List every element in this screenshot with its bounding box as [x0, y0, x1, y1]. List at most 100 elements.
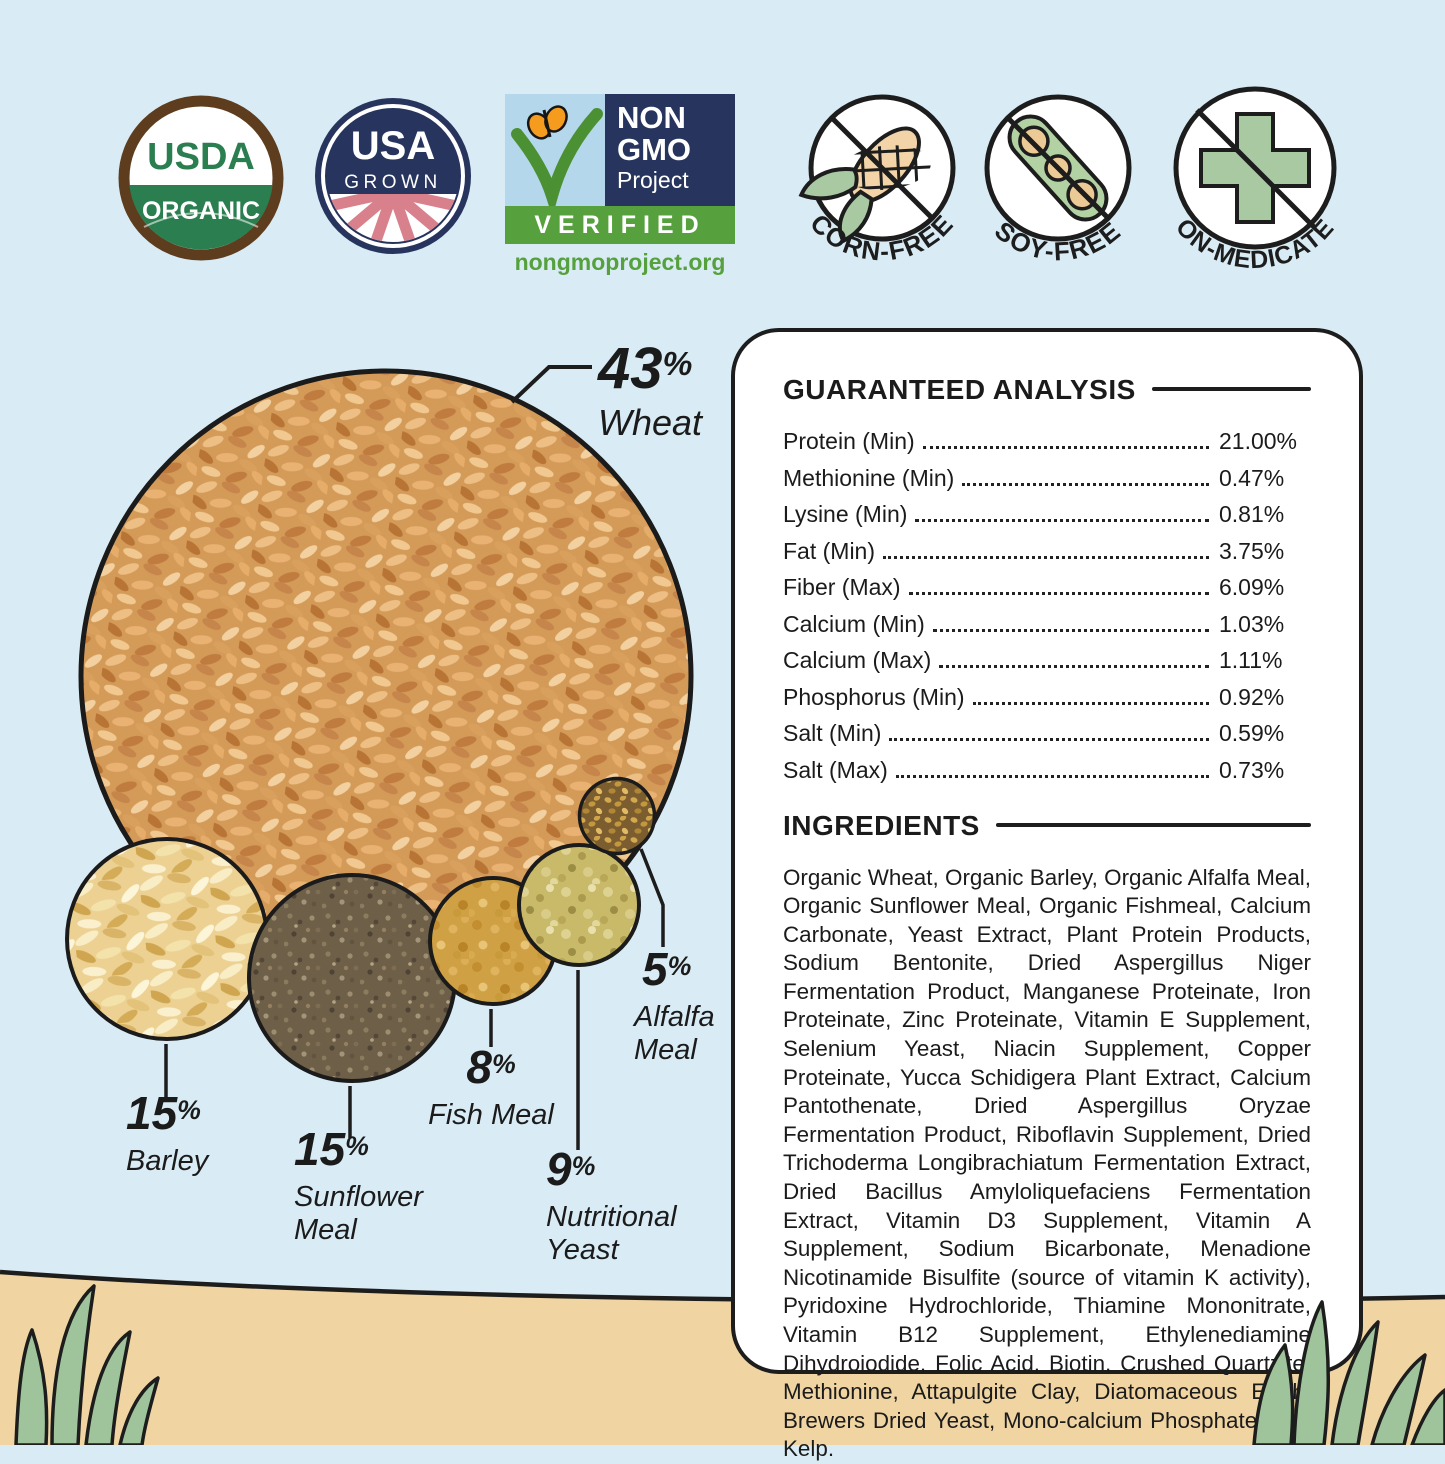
non-text: NON: [617, 100, 686, 135]
percent-symbol: %: [345, 1130, 369, 1161]
soy-pod-icon: [1006, 114, 1110, 222]
dot-leader: [922, 446, 1209, 449]
table-row: Fiber (Max) 6.09%: [783, 574, 1311, 601]
yeast-pct-name: Nutritional Yeast: [546, 1201, 677, 1267]
ingredients-header: INGREDIENTS: [783, 810, 1311, 842]
table-row: Salt (Min) 0.59%: [783, 720, 1311, 747]
project-text: Project: [617, 167, 689, 194]
dot-leader: [889, 738, 1209, 741]
barley-pct-value: 15: [126, 1087, 178, 1139]
guaranteed-analysis-header: GUARANTEED ANALYSIS: [783, 374, 1311, 406]
verified-text: VERIFIED: [505, 206, 735, 244]
corn-icon: [798, 116, 934, 244]
row-value: 3.75%: [1219, 537, 1285, 564]
yeast-pct-value: 9: [546, 1143, 572, 1195]
barley-pct-name: Barley: [126, 1145, 209, 1177]
nutritional-yeast-circle-image: [517, 843, 641, 967]
row-value: 0.59%: [1219, 720, 1285, 746]
usda-text: USDA: [147, 136, 255, 178]
nutrition-panel: GUARANTEED ANALYSIS Protein (Min) 21.00% …: [731, 328, 1363, 1461]
row-value: 0.81%: [1219, 501, 1285, 527]
percent-symbol: %: [177, 1094, 201, 1125]
row-label: Protein (Min): [783, 428, 915, 454]
table-row: Protein (Min) 21.00%: [783, 428, 1311, 455]
fish-meal-percentage-label: 8% Fish Meal: [416, 1044, 566, 1132]
medical-cross-icon: [1195, 108, 1317, 230]
wheat-pct-name: Wheat: [598, 402, 703, 443]
table-row: Methionine (Min) 0.47%: [783, 465, 1311, 492]
dot-leader: [883, 555, 1209, 559]
row-label: Lysine (Min): [783, 501, 908, 527]
row-value: 6.09%: [1219, 574, 1285, 600]
barley-circle-image: [65, 837, 269, 1041]
yeast-percentage-label: 9% Nutritional Yeast: [546, 1146, 696, 1268]
soy-free-badge-icon: SOY-FREE: [984, 94, 1132, 266]
alfalfa-meal-circle-image: [577, 776, 657, 856]
table-row: Lysine (Min) 0.81%: [783, 501, 1311, 528]
alfalfa-percentage-label: 5% Alfalfa Meal: [634, 946, 744, 1068]
header-rule: [995, 822, 1311, 827]
row-label: Phosphorus (Min): [783, 683, 965, 710]
grown-text: GROWN: [344, 172, 441, 193]
usda-organic-badge-icon: USDA ORGANIC: [118, 95, 284, 261]
percent-symbol: %: [667, 950, 692, 981]
guaranteed-analysis-table: Protein (Min) 21.00% Methionine (Min) 0.47…: [783, 428, 1311, 784]
row-label: Fat (Min): [783, 537, 875, 564]
percent-symbol: %: [571, 1150, 596, 1181]
row-value: 1.11%: [1219, 647, 1283, 673]
alfalfa-pct-value: 5: [642, 943, 668, 995]
dot-leader: [939, 665, 1209, 668]
dot-leader: [908, 592, 1209, 595]
slash-icon: [1006, 116, 1110, 220]
wheat-pct-value: 43: [598, 336, 663, 401]
dot-leader: [915, 519, 1209, 522]
sunburst-rays: [329, 194, 457, 243]
sunflower-pct-value: 15: [294, 1123, 346, 1175]
row-label: Calcium (Max): [783, 647, 932, 673]
non-medicated-badge-icon: NON-MEDICATED: [1150, 86, 1339, 274]
non-gmo-project-badge: NON GMO Project VERIFIED nongmoproject.o…: [505, 94, 735, 276]
guaranteed-analysis-title: GUARANTEED ANALYSIS: [783, 374, 1136, 405]
dot-leader: [972, 701, 1209, 705]
usa-text: USA: [351, 124, 435, 168]
row-label: Calcium (Min): [783, 610, 925, 637]
percent-symbol: %: [662, 346, 693, 384]
nongmo-url-text: nongmoproject.org: [514, 249, 726, 275]
dot-leader: [895, 774, 1209, 778]
dot-leader: [962, 482, 1209, 486]
gmo-text: GMO: [617, 131, 692, 167]
wheat-percentage-label: 43% Wheat: [598, 340, 703, 444]
slash-icon: [830, 116, 934, 220]
table-row: Calcium (Max) 1.11%: [783, 647, 1311, 674]
slash-icon: [1195, 108, 1317, 230]
dot-leader: [932, 628, 1209, 632]
row-label: Salt (Max): [783, 756, 888, 783]
ingredients-title: INGREDIENTS: [783, 809, 980, 841]
fish-meal-pct-value: 8: [466, 1041, 492, 1093]
alfalfa-pct-name: Alfalfa Meal: [634, 1001, 715, 1067]
row-value: 0.92%: [1219, 683, 1285, 710]
row-label: Fiber (Max): [783, 574, 901, 600]
table-row: Calcium (Min) 1.03%: [783, 611, 1311, 638]
row-value: 0.73%: [1219, 756, 1285, 783]
organic-text: ORGANIC: [142, 197, 260, 225]
grass-left-icon: [14, 1284, 160, 1445]
table-row: Fat (Min) 3.75%: [783, 538, 1311, 565]
row-value: 0.47%: [1219, 464, 1285, 491]
row-label: Methionine (Min): [783, 464, 955, 491]
table-row: Salt (Max) 0.73%: [783, 757, 1311, 784]
ingredients-text: Organic Wheat, Organic Barley, Organic A…: [783, 864, 1311, 1462]
header-rule: [1151, 387, 1311, 391]
table-row: Phosphorus (Min) 0.92%: [783, 684, 1311, 711]
usa-grown-badge-icon: USA GROWN: [315, 98, 471, 254]
sunflower-pct-name: Sunflower Meal: [294, 1181, 423, 1247]
row-value: 21.00%: [1219, 428, 1298, 454]
butterfly-checkmark-icon: [505, 94, 605, 217]
fish-meal-pct-name: Fish Meal: [428, 1099, 554, 1131]
row-value: 1.03%: [1219, 610, 1285, 637]
barley-percentage-label: 15% Barley: [126, 1090, 208, 1178]
sunflower-percentage-label: 15% Sunflower Meal: [294, 1126, 464, 1248]
corn-free-badge-icon: CORN-FREE: [798, 94, 958, 267]
row-label: Salt (Min): [783, 720, 882, 746]
